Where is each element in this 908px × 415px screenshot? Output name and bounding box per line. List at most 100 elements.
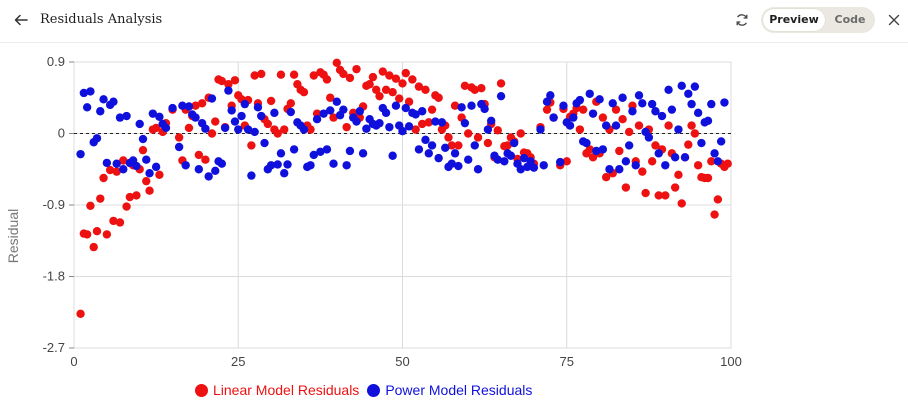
linear-residual-point[interactable] bbox=[142, 176, 151, 186]
power-residual-point[interactable] bbox=[391, 101, 401, 110]
power-residual-point[interactable] bbox=[280, 169, 289, 178]
linear-residual-point[interactable] bbox=[391, 74, 401, 83]
linear-residual-point[interactable] bbox=[464, 129, 473, 138]
power-residual-point[interactable] bbox=[352, 117, 361, 126]
power-residual-point[interactable] bbox=[250, 127, 259, 137]
linear-residual-point[interactable] bbox=[211, 117, 220, 126]
power-residual-point[interactable] bbox=[585, 89, 594, 98]
linear-residual-point[interactable] bbox=[92, 227, 102, 236]
linear-residual-point[interactable] bbox=[342, 122, 351, 132]
power-residual-point[interactable] bbox=[434, 153, 443, 163]
power-residual-point[interactable] bbox=[644, 133, 654, 142]
power-residual-point[interactable] bbox=[618, 93, 627, 102]
linear-residual-point[interactable] bbox=[434, 93, 443, 102]
power-residual-point[interactable] bbox=[332, 97, 341, 106]
linear-residual-point[interactable] bbox=[332, 58, 341, 67]
power-residual-point[interactable] bbox=[283, 160, 292, 169]
power-residual-point[interactable] bbox=[401, 103, 410, 113]
linear-residual-point[interactable] bbox=[250, 71, 259, 80]
linear-residual-point[interactable] bbox=[654, 191, 663, 200]
linear-residual-point[interactable] bbox=[693, 161, 703, 170]
linear-residual-point[interactable] bbox=[503, 141, 512, 150]
linear-residual-point[interactable] bbox=[273, 129, 282, 138]
linear-residual-point[interactable] bbox=[641, 188, 650, 198]
power-residual-point[interactable] bbox=[122, 111, 131, 121]
power-residual-point[interactable] bbox=[638, 99, 647, 108]
linear-residual-point[interactable] bbox=[651, 141, 660, 150]
code-tab[interactable]: Code bbox=[834, 13, 866, 26]
preview-tab[interactable]: Preview bbox=[763, 9, 825, 31]
power-residual-point[interactable] bbox=[96, 107, 105, 116]
power-residual-point[interactable] bbox=[667, 105, 677, 114]
power-residual-point[interactable] bbox=[339, 105, 348, 114]
linear-residual-point[interactable] bbox=[395, 94, 404, 103]
linear-residual-point[interactable] bbox=[155, 170, 164, 180]
power-residual-point[interactable] bbox=[427, 141, 437, 150]
linear-residual-point[interactable] bbox=[105, 165, 115, 175]
linear-residual-point[interactable] bbox=[638, 167, 647, 176]
power-residual-point[interactable] bbox=[536, 125, 545, 134]
linear-residual-point[interactable] bbox=[263, 119, 273, 129]
linear-residual-point[interactable] bbox=[385, 71, 394, 80]
power-residual-point[interactable] bbox=[191, 113, 200, 122]
power-residual-point[interactable] bbox=[467, 101, 476, 110]
linear-residual-point[interactable] bbox=[670, 183, 680, 192]
linear-residual-point[interactable] bbox=[230, 76, 240, 85]
power-residual-point[interactable] bbox=[634, 91, 644, 100]
linear-residual-point[interactable] bbox=[470, 85, 479, 95]
linear-residual-point[interactable] bbox=[286, 99, 296, 108]
linear-residual-point[interactable] bbox=[345, 73, 355, 83]
linear-residual-point[interactable] bbox=[207, 129, 217, 138]
linear-residual-point[interactable] bbox=[575, 125, 585, 134]
power-residual-point[interactable] bbox=[220, 123, 230, 133]
linear-residual-point[interactable] bbox=[276, 70, 286, 79]
legend-linear[interactable]: Linear Model Residuals bbox=[195, 382, 359, 398]
linear-residual-point[interactable] bbox=[86, 201, 95, 210]
linear-residual-point[interactable] bbox=[707, 157, 716, 166]
linear-residual-point[interactable] bbox=[194, 150, 204, 160]
power-residual-point[interactable] bbox=[345, 146, 355, 156]
linear-residual-point[interactable] bbox=[723, 159, 732, 168]
power-residual-point[interactable] bbox=[500, 157, 509, 166]
linear-residual-point[interactable] bbox=[424, 118, 433, 127]
linear-residual-point[interactable] bbox=[217, 76, 227, 86]
linear-residual-point[interactable] bbox=[174, 133, 184, 142]
power-residual-point[interactable] bbox=[414, 145, 424, 154]
power-residual-point[interactable] bbox=[601, 121, 611, 130]
power-residual-point[interactable] bbox=[326, 106, 335, 115]
power-residual-point[interactable] bbox=[270, 108, 279, 118]
linear-residual-point[interactable] bbox=[280, 125, 289, 134]
power-residual-point[interactable] bbox=[664, 85, 673, 95]
power-residual-point[interactable] bbox=[496, 91, 506, 101]
linear-residual-point[interactable] bbox=[257, 69, 266, 79]
power-residual-point[interactable] bbox=[651, 107, 660, 116]
power-residual-point[interactable] bbox=[624, 141, 634, 150]
linear-residual-point[interactable] bbox=[411, 125, 420, 134]
power-residual-point[interactable] bbox=[703, 116, 713, 125]
power-residual-point[interactable] bbox=[112, 159, 121, 168]
power-residual-point[interactable] bbox=[260, 138, 269, 148]
linear-residual-point[interactable] bbox=[674, 170, 683, 180]
linear-residual-point[interactable] bbox=[224, 80, 233, 89]
linear-residual-point[interactable] bbox=[398, 79, 407, 88]
linear-residual-point[interactable] bbox=[684, 140, 693, 149]
power-residual-point[interactable] bbox=[631, 161, 640, 170]
power-residual-point[interactable] bbox=[592, 146, 601, 156]
power-residual-point[interactable] bbox=[319, 109, 328, 118]
linear-residual-point[interactable] bbox=[690, 129, 700, 138]
linear-residual-point[interactable] bbox=[99, 173, 108, 183]
power-residual-point[interactable] bbox=[680, 153, 690, 162]
linear-residual-point[interactable] bbox=[414, 82, 424, 91]
linear-residual-point[interactable] bbox=[145, 186, 154, 195]
power-residual-point[interactable] bbox=[447, 159, 456, 168]
power-residual-point[interactable] bbox=[516, 165, 525, 174]
linear-residual-point[interactable] bbox=[634, 121, 644, 130]
power-residual-point[interactable] bbox=[473, 165, 483, 174]
power-residual-point[interactable] bbox=[385, 122, 394, 132]
linear-residual-point[interactable] bbox=[483, 138, 493, 148]
power-residual-point[interactable] bbox=[654, 149, 663, 158]
power-residual-point[interactable] bbox=[460, 118, 470, 128]
power-residual-point[interactable] bbox=[151, 162, 161, 172]
power-residual-point[interactable] bbox=[546, 91, 555, 100]
power-residual-point[interactable] bbox=[109, 97, 118, 106]
